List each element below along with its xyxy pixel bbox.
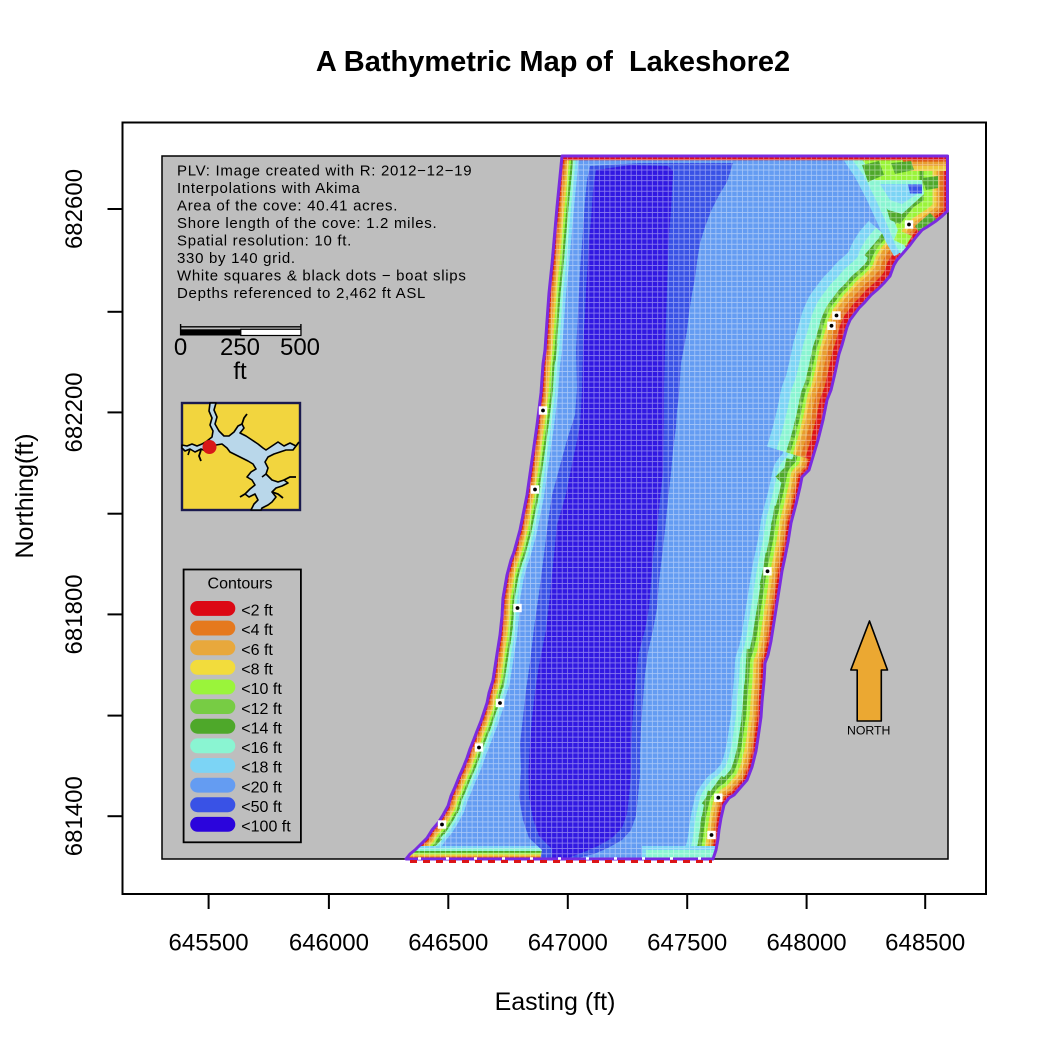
svg-text:646500: 646500 [408,930,488,957]
svg-text:<2 ft: <2 ft [241,603,273,620]
svg-text:Shore length of the cove: 1.2: Shore length of the cove: 1.2 miles. [177,215,437,232]
svg-text:ft: ft [233,358,247,385]
svg-text:Contours: Contours [208,576,273,593]
svg-text:645500: 645500 [169,930,249,957]
svg-text:PLV: Image created with R: 201: PLV: Image created with R: 2012−12−19 [177,163,472,180]
svg-text:681800: 681800 [61,574,88,654]
svg-text:Area of the cove: 40.41 acres.: Area of the cove: 40.41 acres. [177,198,398,215]
svg-text:0: 0 [174,334,187,361]
svg-text:<4 ft: <4 ft [241,622,273,639]
svg-text:648500: 648500 [885,930,965,957]
svg-text:646000: 646000 [289,930,369,957]
svg-text:330 by 140 grid.: 330 by 140 grid. [177,250,296,267]
svg-text:<6 ft: <6 ft [241,642,273,659]
svg-text:648000: 648000 [767,930,847,957]
svg-text:NORTH: NORTH [847,724,891,738]
svg-text:<10 ft: <10 ft [241,681,282,698]
svg-text:647000: 647000 [528,930,608,957]
svg-text:<8 ft: <8 ft [241,662,273,679]
svg-text:<12 ft: <12 ft [241,701,282,718]
svg-text:Spatial resolution: 10 ft.: Spatial resolution: 10 ft. [177,233,352,250]
svg-text:681400: 681400 [61,776,88,856]
svg-text:682600: 682600 [61,169,88,249]
svg-text:500: 500 [280,334,320,361]
svg-text:<18 ft: <18 ft [241,760,282,777]
svg-text:White squares & black dots − b: White squares & black dots − boat slips [177,268,467,285]
svg-text:Interpolations with Akima: Interpolations with Akima [177,180,360,197]
svg-text:Northing(ft): Northing(ft) [11,433,39,558]
svg-text:<50 ft: <50 ft [241,799,282,816]
svg-text:<14 ft: <14 ft [241,720,282,737]
svg-text:647500: 647500 [647,930,727,957]
svg-text:A Bathymetric Map of Lakeshor: A Bathymetric Map of Lakeshore2 [316,46,790,78]
svg-text:682200: 682200 [61,372,88,452]
svg-text:Depths referenced to 2,462 ft: Depths referenced to 2,462 ft ASL [177,285,426,302]
svg-text:<100 ft: <100 ft [241,819,291,836]
svg-text:<20 ft: <20 ft [241,779,282,796]
svg-text:Easting (ft): Easting (ft) [495,988,616,1016]
svg-text:250: 250 [220,334,260,361]
svg-text:<16 ft: <16 ft [241,740,282,757]
